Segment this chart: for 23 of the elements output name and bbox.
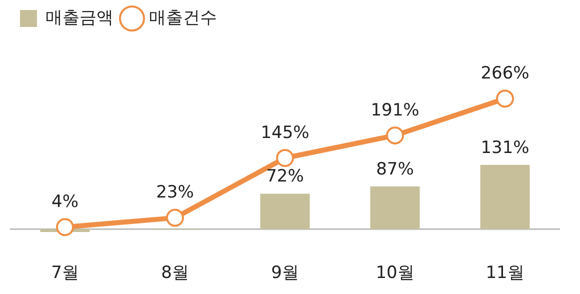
- data-label: 131%: [480, 138, 530, 158]
- bar: [480, 164, 530, 230]
- data-label: 145%: [260, 122, 310, 143]
- point: [166, 208, 184, 227]
- x-tick-label: 10월: [376, 263, 414, 284]
- x-tick-label: 9월: [271, 263, 299, 284]
- data-label: 266%: [480, 64, 530, 84]
- data-label: 4%: [52, 192, 78, 212]
- x-tick-label: 8월: [161, 263, 189, 284]
- x-tick-label: 11월: [486, 263, 524, 284]
- data-label: 191%: [370, 100, 420, 120]
- legend-label: 매출금액: [46, 8, 114, 28]
- data-label: 87%: [376, 159, 414, 180]
- point: [496, 90, 514, 108]
- point: [56, 218, 74, 236]
- point: [386, 126, 404, 144]
- bar: [260, 194, 310, 230]
- data-label: 72%: [266, 166, 304, 187]
- legend-label: 매출건수: [149, 8, 217, 28]
- x-tick-label: 7월: [51, 263, 79, 284]
- point: [276, 148, 294, 167]
- bar: [370, 186, 420, 230]
- data-label: 23%: [156, 182, 194, 203]
